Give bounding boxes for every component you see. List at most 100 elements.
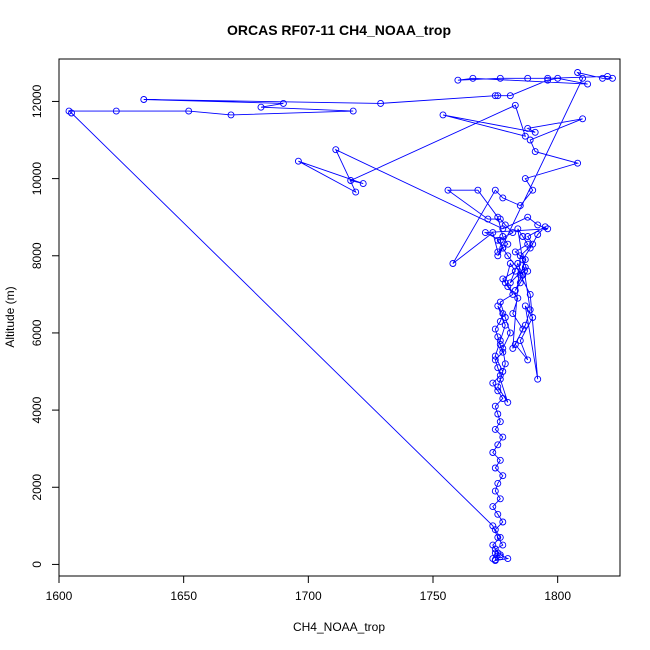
data-point	[496, 456, 504, 464]
data-point	[494, 92, 502, 100]
data-point	[68, 109, 75, 117]
data-point	[279, 99, 287, 107]
data-point	[484, 215, 492, 223]
data-point	[496, 337, 504, 345]
data-point	[377, 99, 385, 107]
data-point	[494, 533, 502, 541]
data-point	[604, 72, 611, 80]
data-point	[501, 360, 509, 368]
y-tick-label: 12000	[30, 84, 44, 118]
data-point	[506, 279, 514, 287]
data-point	[499, 348, 507, 356]
data-point	[521, 302, 529, 310]
data-point	[489, 449, 497, 456]
data-point	[494, 383, 502, 391]
series-line	[67, 71, 613, 562]
data-point	[499, 244, 507, 252]
data-point	[499, 225, 507, 233]
data-point	[514, 294, 522, 302]
data-point	[526, 244, 534, 252]
data-point	[112, 107, 120, 115]
data-point	[496, 298, 504, 306]
data-point	[526, 136, 534, 144]
data-point	[347, 177, 355, 184]
data-point	[491, 186, 499, 194]
data-point	[511, 101, 519, 109]
x-tick-label: 1800	[544, 589, 571, 603]
data-point	[579, 115, 587, 123]
data-point	[504, 252, 512, 260]
data-point	[140, 96, 148, 103]
data-point	[526, 290, 534, 298]
data-point	[521, 175, 529, 183]
y-axis-label: Altitude (m)	[3, 286, 17, 347]
data-point	[489, 555, 497, 563]
data-point	[529, 186, 537, 194]
data-point	[501, 279, 509, 287]
data-point	[491, 487, 499, 495]
y-tick-label: 2000	[30, 474, 44, 501]
data-point	[521, 321, 529, 329]
data-point	[521, 132, 529, 140]
data-point	[491, 545, 499, 553]
data-point	[499, 395, 507, 402]
data-point	[511, 287, 519, 294]
data-point	[491, 402, 499, 410]
data-point	[534, 375, 542, 383]
data-point	[494, 441, 502, 449]
data-point	[524, 233, 532, 240]
y-tick-label: 0	[30, 561, 44, 568]
data-point	[524, 356, 532, 364]
data-point	[511, 248, 519, 256]
data-point	[499, 518, 507, 526]
data-point	[529, 314, 537, 321]
data-point	[516, 337, 524, 345]
data-point	[494, 248, 502, 256]
data-point	[494, 364, 502, 372]
data-point	[474, 186, 482, 194]
data-point	[521, 256, 529, 264]
data-point	[524, 74, 532, 82]
y-axis: 0 2000 4000 6000 8000 10000 12000	[30, 84, 60, 568]
y-tick-label: 6000	[30, 319, 44, 346]
data-point	[499, 472, 507, 480]
data-point	[504, 240, 512, 248]
data-point	[496, 375, 504, 383]
data-point	[574, 159, 582, 167]
data-point	[494, 252, 502, 260]
data-point	[499, 344, 507, 352]
data-point	[439, 111, 447, 119]
data-point	[584, 80, 592, 88]
data-point	[489, 522, 497, 530]
data-point	[526, 306, 534, 314]
data-point	[359, 180, 367, 188]
data-point	[534, 231, 542, 238]
data-point	[504, 398, 512, 406]
data-point	[494, 236, 502, 244]
data-point	[544, 76, 552, 84]
data-point	[494, 213, 502, 221]
data-point	[516, 271, 524, 279]
data-point	[494, 410, 502, 418]
data-point	[524, 213, 532, 221]
data-point	[531, 128, 539, 136]
data-point	[499, 194, 507, 202]
data-point	[519, 256, 527, 264]
plot-area	[65, 69, 616, 565]
x-tick-label: 1650	[170, 589, 197, 603]
data-point	[544, 74, 552, 82]
data-point	[491, 464, 499, 472]
data-point	[349, 107, 357, 115]
y-tick-label: 4000	[30, 396, 44, 423]
data-point	[514, 225, 522, 233]
data-point	[469, 74, 477, 82]
data-point	[294, 157, 302, 165]
data-point	[521, 263, 529, 271]
data-point	[496, 74, 504, 82]
data-point	[506, 329, 514, 337]
data-point	[496, 317, 504, 325]
data-point	[496, 495, 504, 503]
data-point	[509, 344, 517, 352]
data-point	[534, 221, 542, 229]
